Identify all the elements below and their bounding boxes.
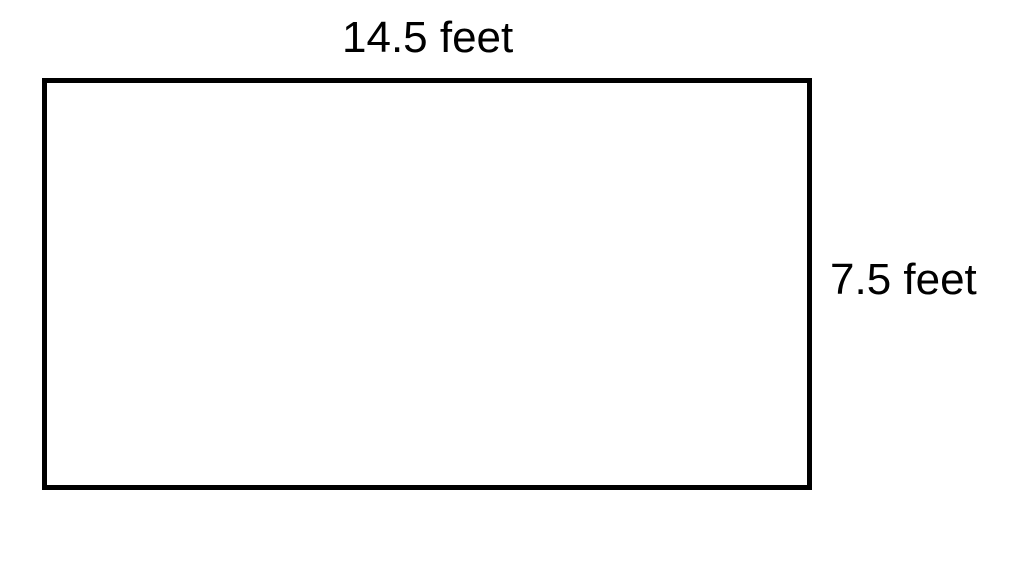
- height-dimension-label: 7.5 feet: [830, 255, 977, 305]
- diagram-stage: 14.5 feet 7.5 feet: [0, 0, 1024, 576]
- width-dimension-label: 14.5 feet: [342, 13, 513, 63]
- rectangle-shape: [42, 78, 812, 490]
